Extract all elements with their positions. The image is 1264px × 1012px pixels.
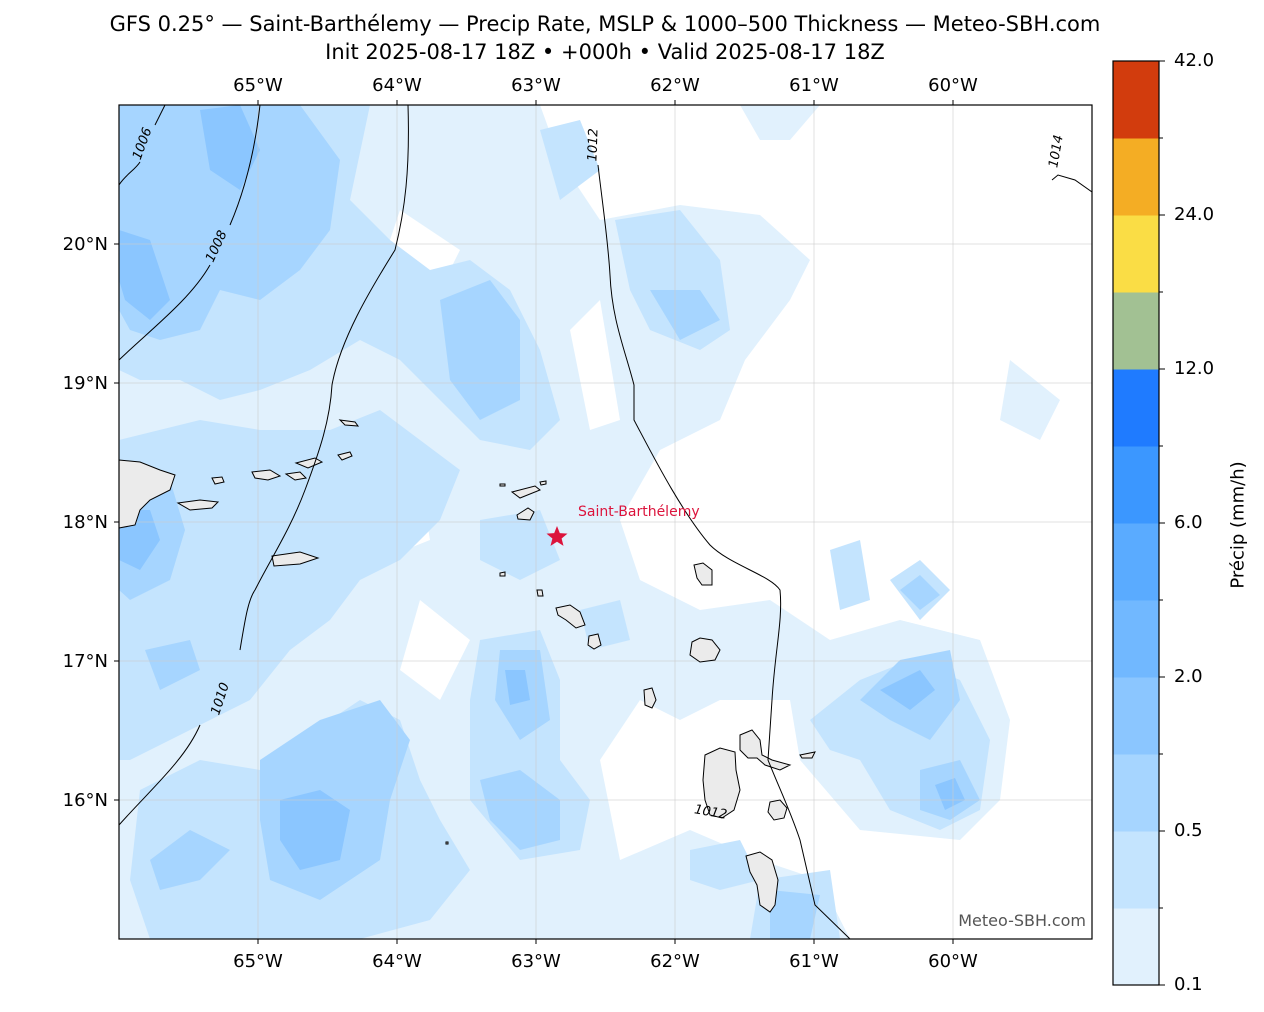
colorbar-level-block — [1113, 831, 1159, 909]
isobar-label: 1014 — [1046, 134, 1067, 169]
lat-tick: 19°N — [63, 373, 108, 394]
colorbar-level-block — [1113, 138, 1159, 216]
lon-tick-bottom: 60°W — [928, 951, 978, 972]
precipitation-map: 1006 1008 1010 1012 1014 1012 Saint-Bart… — [63, 75, 1093, 972]
lon-tick-bottom: 63°W — [511, 951, 561, 972]
chart-subtitle: Init 2025-08-17 18Z • +000h • Valid 2025… — [325, 40, 885, 64]
lat-tick: 16°N — [63, 790, 108, 811]
colorbar-level-block — [1113, 677, 1159, 755]
colorbar-tick: 6.0 — [1174, 512, 1203, 533]
isobar-label: 1012 — [585, 128, 601, 162]
isobar-label: 1012 — [693, 802, 728, 823]
colorbar-tick: 42.0 — [1174, 50, 1215, 71]
lat-tick: 20°N — [63, 234, 108, 255]
graticule — [119, 105, 1092, 939]
colorbar-level-block — [1113, 908, 1159, 986]
colorbar-level-block — [1113, 61, 1159, 139]
lon-tick-bottom: 61°W — [789, 951, 839, 972]
lon-tick-top: 63°W — [511, 75, 561, 96]
lat-tick: 18°N — [63, 512, 108, 533]
watermark: Meteo-SBH.com — [958, 911, 1086, 930]
lon-tick-top: 64°W — [372, 75, 422, 96]
colorbar — [1112, 60, 1165, 986]
colorbar-level-block — [1113, 369, 1159, 447]
saint-barthelemy-star-icon — [546, 526, 568, 546]
colorbar-title: Précip (mm/h) — [1227, 461, 1249, 589]
islands — [119, 419, 816, 913]
colorbar-tick: 24.0 — [1174, 204, 1215, 225]
colorbar-level-block — [1113, 292, 1159, 370]
lon-tick-top: 60°W — [928, 75, 978, 96]
colorbar-level-block — [1113, 523, 1159, 601]
chart-title: GFS 0.25° — Saint-Barthélemy — Precip Ra… — [109, 12, 1101, 36]
lon-tick-top: 62°W — [650, 75, 700, 96]
lon-tick-bottom: 64°W — [372, 951, 422, 972]
colorbar-level-block — [1113, 215, 1159, 293]
colorbar-tick: 0.1 — [1174, 974, 1203, 995]
colorbar-level-block — [1113, 446, 1159, 524]
marker-label: Saint-Barthélemy — [578, 504, 700, 520]
lat-tick: 17°N — [63, 651, 108, 672]
lon-tick-top: 61°W — [789, 75, 839, 96]
lon-tick-bottom: 62°W — [650, 951, 700, 972]
colorbar-tick: 0.5 — [1174, 820, 1203, 841]
lon-tick-top: 65°W — [233, 75, 283, 96]
colorbar-level-block — [1113, 754, 1159, 832]
colorbar-tick: 12.0 — [1174, 358, 1215, 379]
isobars — [119, 105, 1092, 939]
colorbar-level-block — [1113, 600, 1159, 678]
colorbar-tick: 2.0 — [1174, 666, 1203, 687]
lon-tick-bottom: 65°W — [233, 951, 283, 972]
